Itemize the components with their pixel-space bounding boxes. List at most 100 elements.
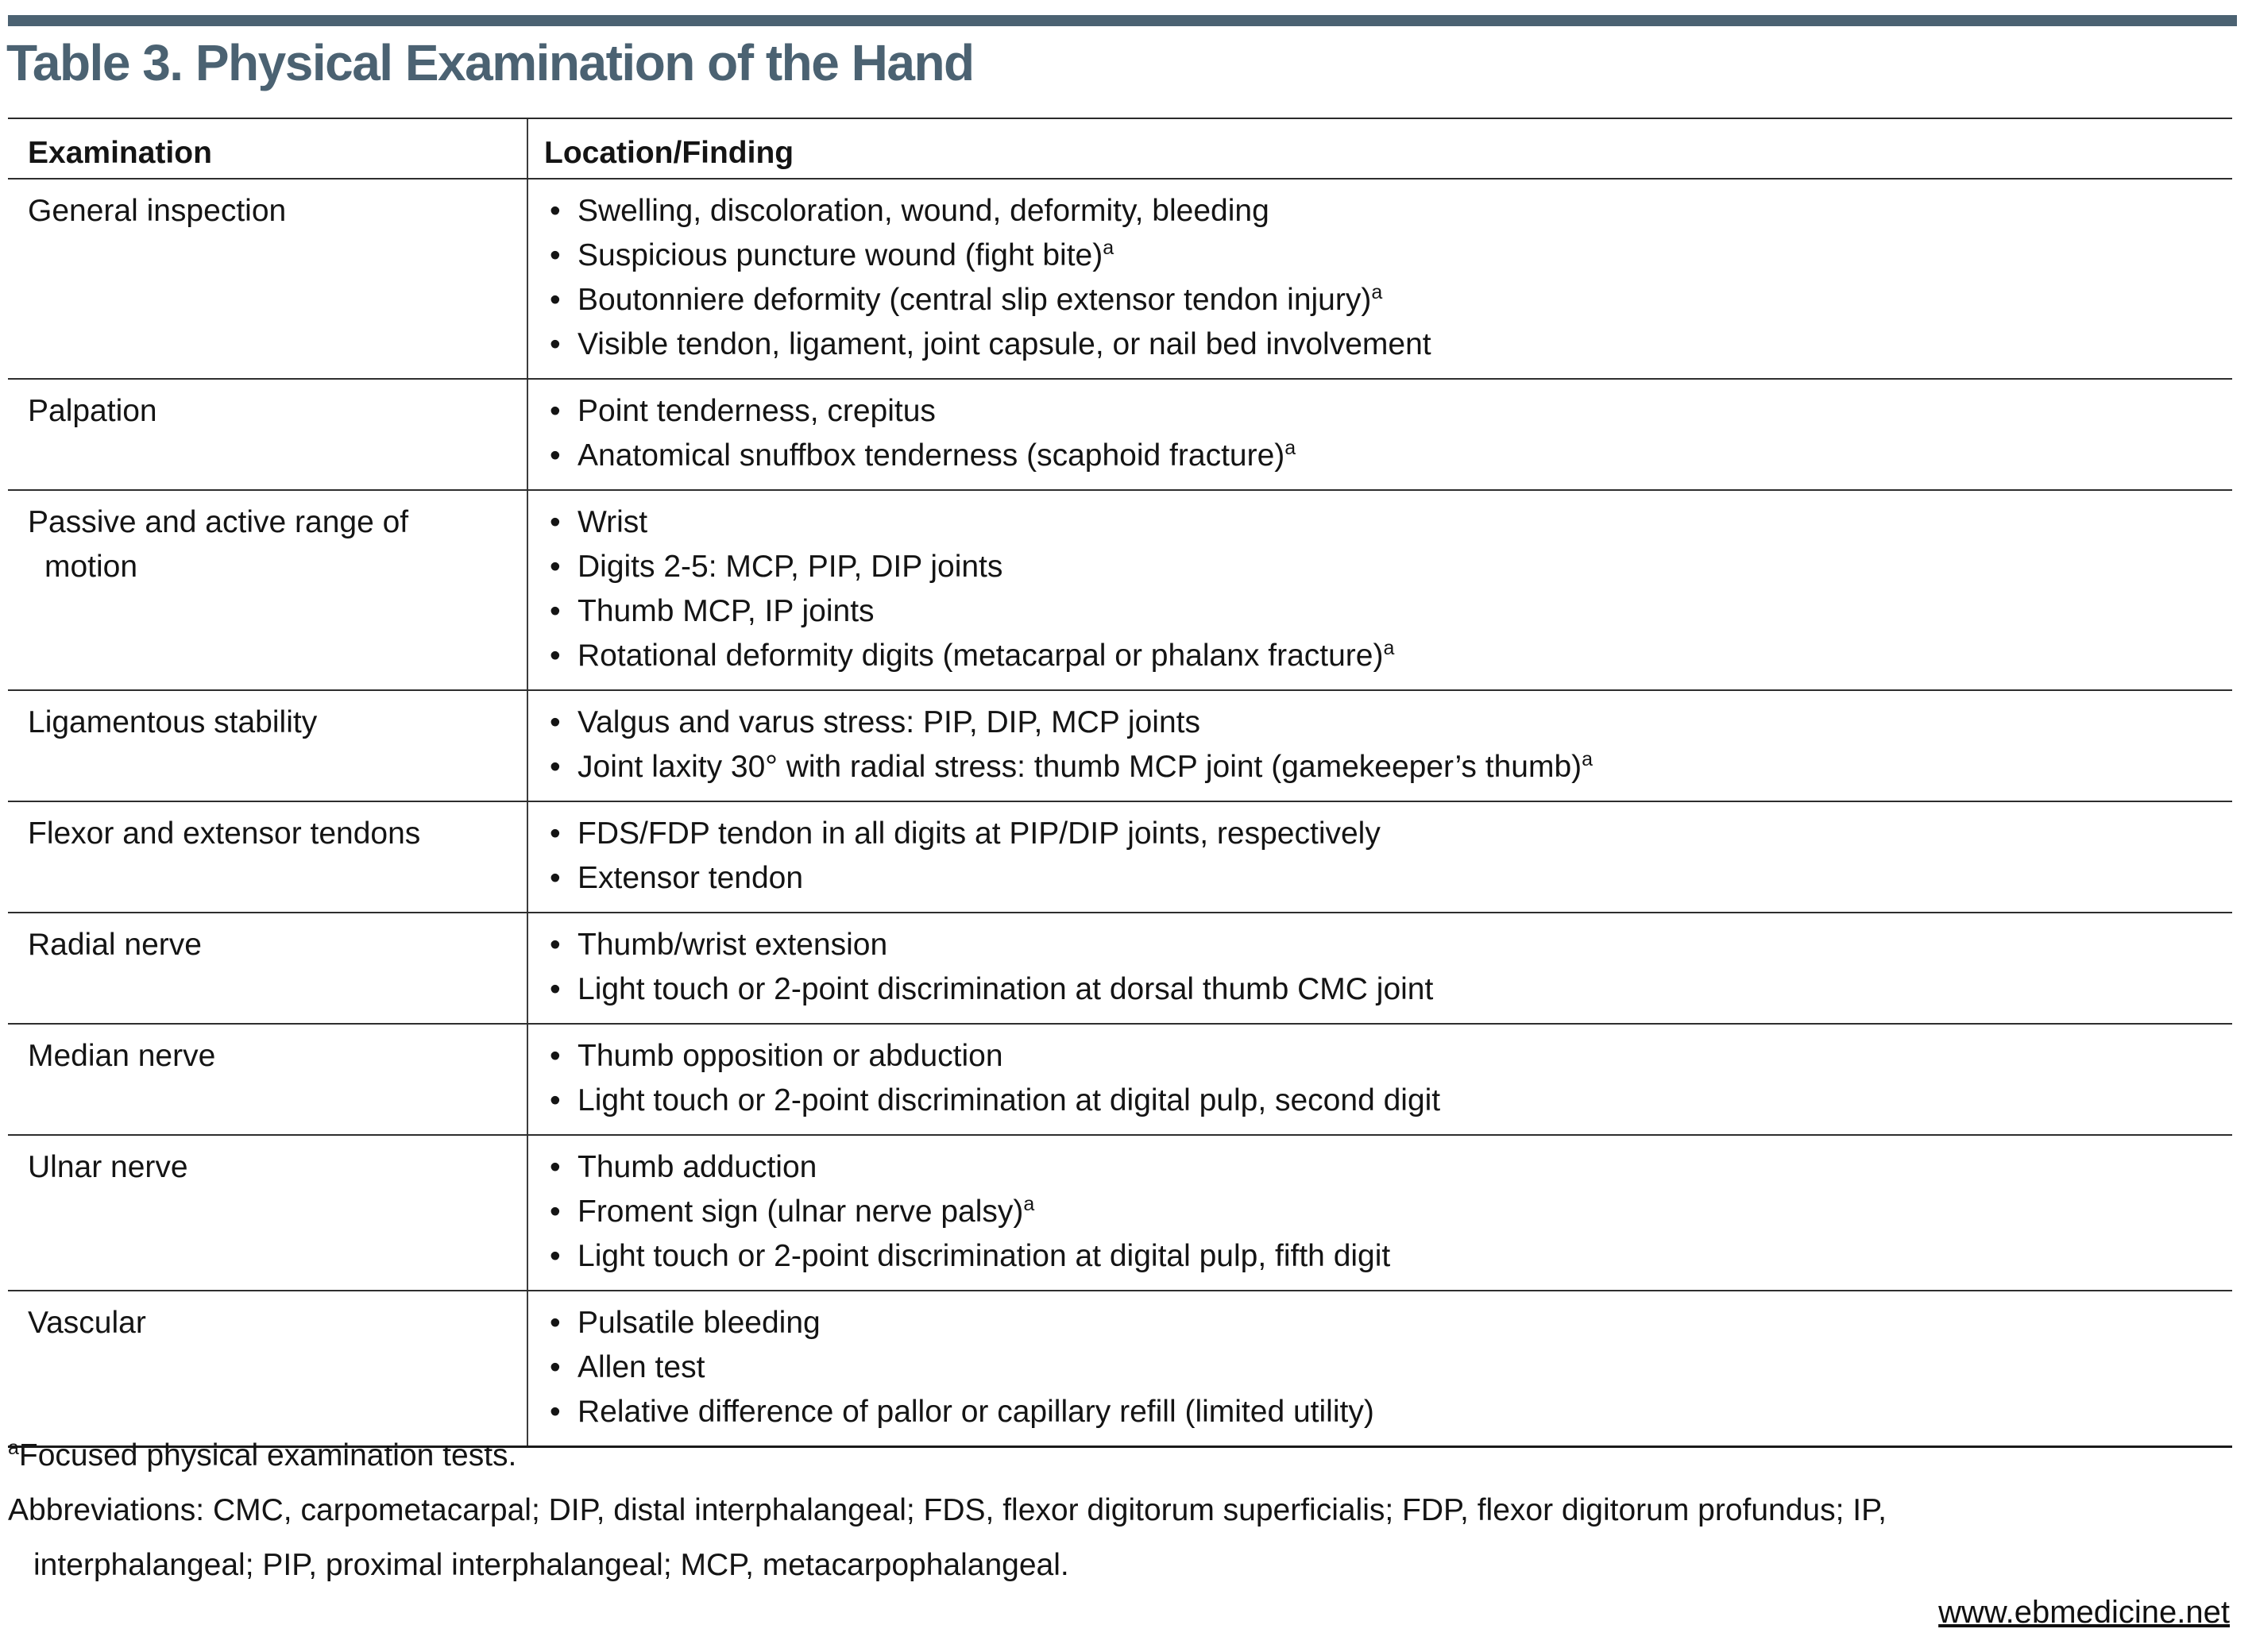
bullet-icon: •	[550, 394, 561, 428]
footnote-abbreviations-line2: interphalangeal; PIP, proximal interphal…	[33, 1548, 1069, 1582]
finding-text: Rotational deformity digits (metacarpal …	[578, 637, 1395, 674]
finding-item: • Light touch or 2-point discrimination a…	[528, 967, 2232, 1012]
bullet-icon: •	[550, 972, 561, 1006]
finding-text: Thumb MCP, IP joints	[578, 594, 875, 628]
column-header-examination: Examination	[28, 136, 212, 170]
table-row: Radial nerve • Thumb/wrist extension • Lig…	[8, 912, 2232, 1023]
finding-text: FDS/FDP tendon in all digits at PIP/DIP …	[578, 816, 1381, 851]
findings-cell: • Pulsatile bleeding • Allen test • Relativ…	[527, 1291, 2232, 1446]
findings-cell: • Swelling, discoloration, wound, deformi…	[527, 179, 2232, 378]
findings-cell: • Wrist • Digits 2-5: MCP, PIP, DIP joints…	[527, 491, 2232, 689]
bullet-icon: •	[550, 1306, 561, 1340]
footnote-ref: a	[1383, 637, 1395, 659]
bullet-icon: •	[550, 861, 561, 895]
table-row: Ulnar nerve • Thumb adduction • Froment si…	[8, 1134, 2232, 1290]
footnote-ref: a	[1371, 281, 1383, 303]
table-row: Flexor and extensor tendons • FDS/FDP ten…	[8, 801, 2232, 912]
findings-cell: • Thumb opposition or abduction • Light to…	[527, 1025, 2232, 1134]
finding-item: • Light touch or 2-point discrimination a…	[528, 1079, 2232, 1123]
table-header-row: Examination Location/Finding	[8, 119, 2232, 178]
footnote-ref: a	[1284, 437, 1296, 459]
finding-text: Boutonniere deformity (central slip exte…	[578, 281, 1383, 318]
bullet-icon: •	[550, 1350, 561, 1384]
finding-text: Allen test	[578, 1350, 705, 1384]
finding-item: • Thumb/wrist extension	[528, 923, 2232, 967]
findings-cell: • FDS/FDP tendon in all digits at PIP/DIP…	[527, 802, 2232, 912]
finding-text: Light touch or 2-point discrimination at…	[578, 1083, 1441, 1117]
findings-cell: • Point tenderness, crepitus • Anatomical …	[527, 380, 2232, 489]
bullet-icon: •	[550, 750, 561, 784]
finding-text: Relative difference of pallor or capilla…	[578, 1395, 1374, 1429]
table-row: Vascular • Pulsatile bleeding • Allen test…	[8, 1290, 2232, 1446]
footnotes-block: aFocused physical examination tests. Abb…	[8, 1428, 1887, 1592]
table-row: Ligamentous stability • Valgus and varus …	[8, 689, 2232, 801]
finding-text: Wrist	[578, 505, 648, 539]
footnote-ref: a	[1582, 748, 1593, 770]
table-row: Palpation • Point tenderness, crepitus • A…	[8, 378, 2232, 489]
finding-text: Digits 2-5: MCP, PIP, DIP joints	[578, 550, 1003, 584]
finding-item: • Point tenderness, crepitus	[528, 389, 2232, 434]
examination-cell: Flexor and extensor tendons	[28, 816, 421, 851]
examination-cell: Ligamentous stability	[28, 705, 318, 739]
finding-text: Pulsatile bleeding	[578, 1306, 821, 1340]
footnote-focused-text: Focused physical examination tests.	[18, 1438, 517, 1473]
footnote-abbreviations-line1: Abbreviations: CMC, carpometacarpal; DIP…	[8, 1493, 1887, 1527]
finding-item: • Extensor tendon	[528, 856, 2232, 901]
finding-item: • Thumb adduction	[528, 1145, 2232, 1190]
finding-item: • Swelling, discoloration, wound, deformi…	[528, 189, 2232, 234]
finding-text: Thumb/wrist extension	[578, 928, 888, 962]
finding-text: Visible tendon, ligament, joint capsule,…	[578, 327, 1431, 361]
finding-item: • Digits 2-5: MCP, PIP, DIP joints	[528, 545, 2232, 589]
page-title: Table 3. Physical Examination of the Han…	[6, 34, 975, 91]
finding-item: • Anatomical snuffbox tenderness (scaphoi…	[528, 434, 2232, 478]
finding-item: • Froment sign (ulnar nerve palsy)a	[528, 1190, 2232, 1234]
finding-text: Suspicious puncture wound (fight bite)a	[578, 237, 1114, 273]
finding-item: • Boutonniere deformity (central slip ext…	[528, 278, 2232, 322]
finding-item: • Allen test	[528, 1345, 2232, 1390]
bullet-icon: •	[550, 1083, 561, 1117]
finding-text: Thumb adduction	[578, 1150, 817, 1184]
examination-cell: Passive and active range of motion	[28, 505, 409, 584]
table-row: General inspection • Swelling, discolorat…	[8, 178, 2232, 378]
finding-text: Anatomical snuffbox tenderness (scaphoid…	[578, 437, 1296, 473]
exam-table: Examination Location/Finding General ins…	[8, 118, 2232, 1448]
bullet-icon: •	[550, 550, 561, 584]
footnote-ref: a	[1023, 1193, 1035, 1215]
examination-cell: Vascular	[28, 1306, 146, 1340]
finding-text: Swelling, discoloration, wound, deformit…	[578, 194, 1269, 228]
bullet-icon: •	[550, 928, 561, 962]
bullet-icon: •	[550, 327, 561, 361]
bullet-icon: •	[550, 194, 561, 228]
finding-item: • Visible tendon, ligament, joint capsule…	[528, 322, 2232, 367]
bullet-icon: •	[550, 238, 561, 272]
finding-text: Thumb opposition or abduction	[578, 1039, 1003, 1073]
finding-text: Extensor tendon	[578, 861, 804, 895]
finding-item: • Light touch or 2-point discrimination a…	[528, 1234, 2232, 1279]
table-row: Passive and active range of motion • Wris…	[8, 489, 2232, 689]
bullet-icon: •	[550, 705, 561, 739]
website-link[interactable]: www.ebmedicine.net	[1938, 1595, 2230, 1630]
finding-item: • Thumb opposition or abduction	[528, 1034, 2232, 1079]
finding-item: • Suspicious puncture wound (fight bite)a	[528, 234, 2232, 278]
column-header-location-finding: Location/Finding	[527, 119, 2232, 178]
finding-text: Froment sign (ulnar nerve palsy)a	[578, 1193, 1035, 1229]
finding-text: Valgus and varus stress: PIP, DIP, MCP j…	[578, 705, 1200, 739]
footnote-focused: aFocused physical examination tests.	[8, 1428, 1887, 1483]
bullet-icon: •	[550, 639, 561, 673]
bullet-icon: •	[550, 505, 561, 539]
bullet-icon: •	[550, 1239, 561, 1273]
examination-cell: Ulnar nerve	[28, 1150, 188, 1184]
finding-text: Light touch or 2-point discrimination at…	[578, 972, 1434, 1006]
finding-item: • Rotational deformity digits (metacarpal…	[528, 634, 2232, 678]
finding-text: Point tenderness, crepitus	[578, 394, 936, 428]
footnote-ref: a	[1103, 237, 1114, 259]
finding-item: • Thumb MCP, IP joints	[528, 589, 2232, 634]
finding-item: • Joint laxity 30° with radial stress: th…	[528, 745, 2232, 789]
examination-cell: Palpation	[28, 394, 157, 428]
bullet-icon: •	[550, 816, 561, 851]
bullet-icon: •	[550, 283, 561, 317]
examination-cell: Median nerve	[28, 1039, 216, 1073]
finding-item: • Valgus and varus stress: PIP, DIP, MCP …	[528, 701, 2232, 745]
finding-item: • Pulsatile bleeding	[528, 1301, 2232, 1345]
